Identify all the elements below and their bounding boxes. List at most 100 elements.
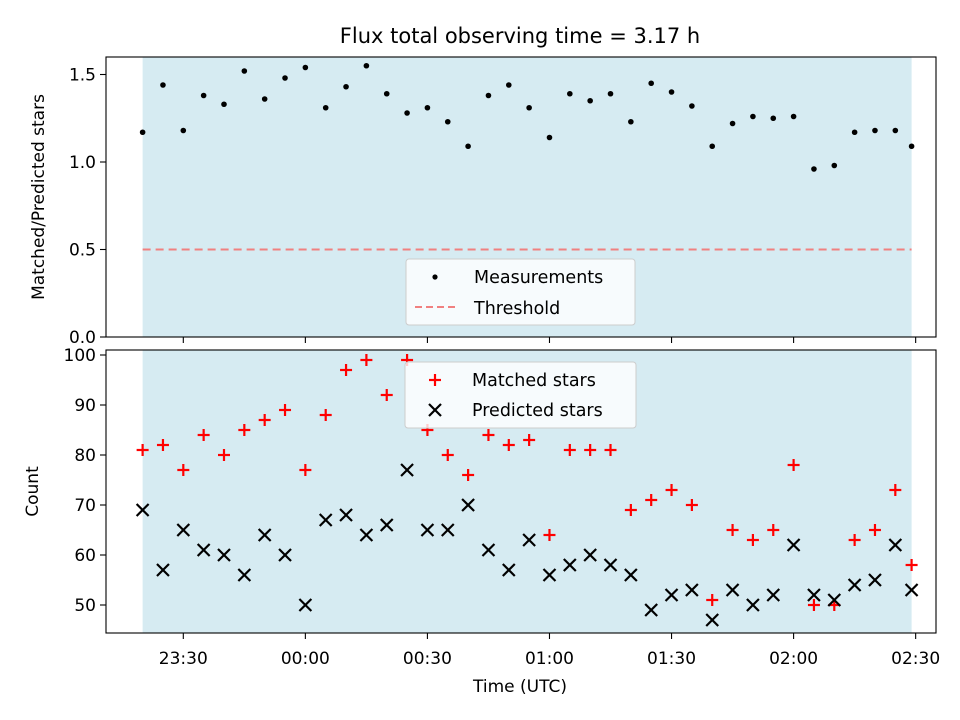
predicted-star-point xyxy=(481,543,496,557)
measurement-point xyxy=(383,90,390,97)
top-ytick-label: 1.0 xyxy=(69,153,96,173)
matched-star-point xyxy=(905,559,918,571)
predicted-star-point xyxy=(725,583,740,597)
predicted-star-points xyxy=(135,463,919,627)
legend-marker-matched xyxy=(429,374,441,386)
measurement-point xyxy=(729,120,736,127)
measurement-point xyxy=(546,134,553,141)
predicted-star-point xyxy=(807,588,821,602)
matched-star-point xyxy=(807,599,820,611)
legend-marker-predicted xyxy=(428,403,442,417)
top-y-ticks: 0.0 0.5 1.0 1.5 xyxy=(69,66,106,348)
top-panel: 0.0 0.5 1.0 1.5 Matched/Predicted stars Mea… xyxy=(29,56,937,348)
measurement-point xyxy=(851,129,858,136)
legend-label-measurements: Measurements xyxy=(474,268,603,288)
matched-star-point xyxy=(685,499,698,511)
measurement-point xyxy=(908,143,915,150)
measurement-point xyxy=(892,127,899,134)
predicted-star-point xyxy=(278,548,292,562)
top-legend-box xyxy=(405,258,636,326)
matched-star-point xyxy=(177,464,190,476)
matched-star-point xyxy=(726,524,739,536)
predicted-star-point xyxy=(603,558,618,572)
measurement-point xyxy=(628,118,634,125)
measurement-point xyxy=(790,113,797,120)
measurement-point xyxy=(444,118,451,125)
measurement-point xyxy=(404,110,410,116)
matched-star-point xyxy=(868,524,881,536)
measurement-point xyxy=(505,82,512,88)
top-x-ticks xyxy=(182,337,917,343)
bottom-xtick-label: 02:30 xyxy=(891,649,940,669)
matched-star-point xyxy=(441,449,454,461)
top-ytick-label: 0.0 xyxy=(69,328,96,348)
measurement-point xyxy=(160,82,166,88)
matched-star-point xyxy=(767,524,780,536)
predicted-star-point xyxy=(827,593,842,607)
predicted-star-point xyxy=(786,538,801,552)
top-y-axis-label: Matched/Predicted stars xyxy=(29,94,49,300)
matched-star-point xyxy=(604,444,617,456)
matched-star-point xyxy=(584,444,597,456)
matched-star-point xyxy=(197,429,210,441)
predicted-star-point xyxy=(420,523,435,537)
bottom-xtick-label: 23:30 xyxy=(159,649,208,669)
bottom-ytick-label: 90 xyxy=(74,396,96,416)
predicted-star-point xyxy=(217,548,231,562)
measurement-point xyxy=(485,92,492,99)
bottom-xtick-label: 02:00 xyxy=(769,649,818,669)
matched-star-point xyxy=(360,354,373,366)
measurement-point xyxy=(648,80,654,87)
bottom-legend: Matched stars Predicted stars xyxy=(404,361,637,429)
predicted-star-point xyxy=(847,578,862,592)
predicted-star-point xyxy=(440,523,455,537)
measurement-point xyxy=(241,68,248,74)
bottom-ytick-label: 100 xyxy=(64,346,96,366)
predicted-star-point xyxy=(522,533,536,547)
measurement-point xyxy=(689,103,695,109)
matched-star-point xyxy=(279,404,292,416)
matched-star-point xyxy=(502,439,515,451)
measurement-point xyxy=(465,143,471,150)
measurement-point xyxy=(668,89,675,95)
matched-star-point xyxy=(380,389,393,401)
predicted-star-point xyxy=(379,518,394,532)
matched-star-point xyxy=(543,529,556,541)
measurement-point xyxy=(302,64,309,71)
measurement-point xyxy=(200,92,207,99)
matched-star-point xyxy=(523,434,536,446)
matched-star-point xyxy=(645,494,658,506)
matched-star-point xyxy=(787,459,800,471)
measurement-point xyxy=(567,90,573,97)
predicted-star-point xyxy=(904,583,919,597)
measurement-point xyxy=(587,97,593,104)
predicted-star-point xyxy=(542,568,557,582)
measurement-point xyxy=(180,127,187,134)
predicted-star-point xyxy=(176,523,191,537)
top-axes-frame xyxy=(105,56,937,338)
matched-star-point xyxy=(563,444,576,456)
measurement-point xyxy=(526,104,532,111)
predicted-star-point xyxy=(644,603,658,617)
bottom-xtick-label: 01:00 xyxy=(525,649,574,669)
bottom-x-ticks: 23:30 00:00 00:30 01:00 01:30 02:00 02:30 xyxy=(159,633,940,669)
predicted-star-point xyxy=(257,528,272,542)
predicted-star-point xyxy=(664,588,679,602)
matched-star-point xyxy=(156,439,169,451)
predicted-star-point xyxy=(563,558,577,572)
matched-star-point xyxy=(136,444,149,456)
x-axis-label: Time (UTC) xyxy=(472,677,567,697)
bottom-xtick-label: 00:30 xyxy=(403,649,452,669)
predicted-star-point xyxy=(461,498,475,512)
predicted-star-point xyxy=(868,573,882,587)
predicted-star-point xyxy=(400,463,414,477)
predicted-star-point xyxy=(746,598,760,612)
measurement-point xyxy=(607,90,614,97)
bottom-axes-frame xyxy=(105,349,937,634)
bottom-y-axis-label: Count xyxy=(23,466,43,517)
legend-label-matched: Matched stars xyxy=(472,371,596,391)
measurement-point xyxy=(750,113,756,120)
matched-star-point xyxy=(848,534,861,546)
measurement-point xyxy=(424,104,431,111)
predicted-star-point xyxy=(318,513,333,527)
